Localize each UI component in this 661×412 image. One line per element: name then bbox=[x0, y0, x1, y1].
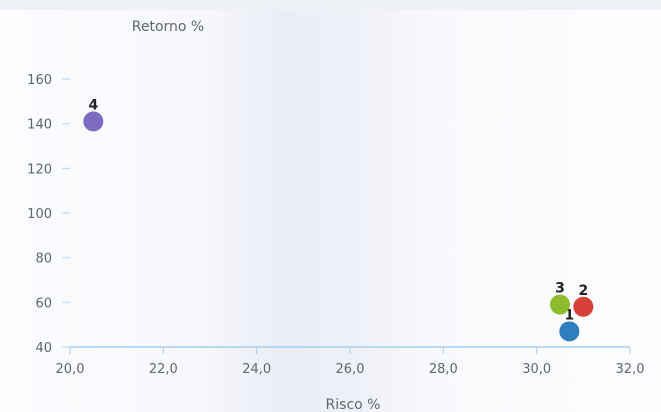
x-tick-label: 22,0 bbox=[149, 362, 178, 377]
chart-top-border bbox=[0, 0, 661, 10]
y-tick-label: 80 bbox=[35, 252, 52, 267]
y-tick-label: 140 bbox=[27, 118, 52, 133]
data-point-label: 2 bbox=[578, 283, 588, 299]
y-tick-label: 160 bbox=[27, 73, 52, 88]
x-axis-title: Risco % bbox=[326, 397, 381, 412]
x-axis: 20,0 22,0 24,0 26,0 28,0 30,0 32,0 bbox=[56, 347, 645, 377]
x-tick-label: 30,0 bbox=[522, 362, 551, 377]
data-point-3 bbox=[550, 294, 570, 315]
data-point-2 bbox=[573, 296, 594, 317]
y-axis-title: Retorno % bbox=[132, 19, 204, 35]
data-point-label: 1 bbox=[564, 307, 574, 323]
y-tick-label: 40 bbox=[35, 341, 52, 356]
x-tick-label: 24,0 bbox=[242, 362, 271, 377]
data-point-1 bbox=[559, 321, 580, 342]
x-tick-label: 32,0 bbox=[616, 362, 645, 377]
y-tick-label: 100 bbox=[27, 207, 52, 222]
data-point-label: 4 bbox=[88, 97, 98, 113]
y-tick-label: 60 bbox=[35, 296, 52, 311]
x-tick-label: 28,0 bbox=[429, 362, 458, 377]
y-axis: 40 60 80 100 120 140 160 bbox=[27, 73, 70, 356]
y-tick-label: 120 bbox=[27, 162, 52, 177]
x-tick-label: 26,0 bbox=[336, 362, 365, 377]
data-point-label: 3 bbox=[555, 281, 565, 297]
data-point-4 bbox=[83, 111, 104, 132]
data-points: 123 4 bbox=[83, 97, 594, 342]
x-tick-label: 20,0 bbox=[56, 362, 85, 377]
